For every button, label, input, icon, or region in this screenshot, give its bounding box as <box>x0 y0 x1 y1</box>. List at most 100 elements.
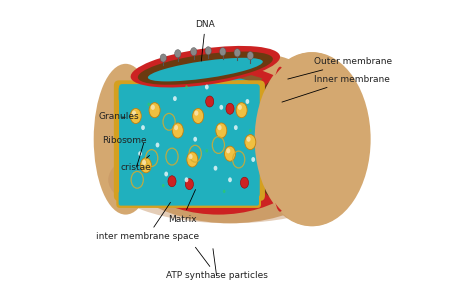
Ellipse shape <box>244 135 255 150</box>
Ellipse shape <box>114 64 322 215</box>
Ellipse shape <box>205 149 207 153</box>
Text: DNA: DNA <box>195 20 215 61</box>
Point <box>190 52 196 55</box>
Ellipse shape <box>205 96 213 107</box>
Ellipse shape <box>219 48 225 56</box>
Text: ATP synthase particles: ATP synthase particles <box>166 247 267 280</box>
Ellipse shape <box>224 146 235 161</box>
Ellipse shape <box>223 190 225 193</box>
Point <box>175 59 180 63</box>
FancyBboxPatch shape <box>116 187 260 208</box>
FancyBboxPatch shape <box>206 84 227 197</box>
Ellipse shape <box>260 87 286 191</box>
Ellipse shape <box>155 142 159 147</box>
Ellipse shape <box>247 75 290 203</box>
Point <box>205 51 211 54</box>
Ellipse shape <box>162 184 164 187</box>
Ellipse shape <box>251 157 255 162</box>
Point <box>190 57 196 61</box>
FancyBboxPatch shape <box>119 84 140 197</box>
Point <box>247 61 252 65</box>
FancyBboxPatch shape <box>183 80 215 201</box>
Point <box>175 54 180 57</box>
Ellipse shape <box>205 47 211 55</box>
Ellipse shape <box>192 108 203 124</box>
Ellipse shape <box>235 103 246 118</box>
Ellipse shape <box>228 177 231 182</box>
Point <box>219 52 225 55</box>
Ellipse shape <box>130 108 141 124</box>
Ellipse shape <box>190 48 196 56</box>
FancyBboxPatch shape <box>131 80 163 201</box>
Ellipse shape <box>186 152 197 167</box>
Ellipse shape <box>276 72 299 206</box>
Ellipse shape <box>174 50 180 58</box>
Ellipse shape <box>121 71 315 207</box>
Ellipse shape <box>148 58 262 81</box>
Text: Ribosome: Ribosome <box>101 136 146 145</box>
FancyBboxPatch shape <box>148 80 180 201</box>
Text: Outer membrane: Outer membrane <box>287 57 392 79</box>
Point <box>234 53 240 56</box>
Ellipse shape <box>234 125 237 130</box>
FancyBboxPatch shape <box>116 83 260 104</box>
FancyBboxPatch shape <box>136 84 158 197</box>
Ellipse shape <box>160 54 166 62</box>
Ellipse shape <box>164 171 168 176</box>
Ellipse shape <box>141 125 145 130</box>
Ellipse shape <box>185 85 187 89</box>
FancyBboxPatch shape <box>201 80 233 201</box>
Ellipse shape <box>132 110 136 116</box>
FancyBboxPatch shape <box>118 191 258 206</box>
Text: cristae: cristae <box>120 155 151 172</box>
Text: Granules: Granules <box>98 113 139 122</box>
Ellipse shape <box>193 137 196 142</box>
Ellipse shape <box>248 129 251 132</box>
Ellipse shape <box>140 158 151 173</box>
Ellipse shape <box>168 176 176 187</box>
Point <box>205 56 211 60</box>
Ellipse shape <box>226 148 230 153</box>
FancyBboxPatch shape <box>232 80 264 201</box>
Ellipse shape <box>130 46 280 88</box>
Text: inter membrane space: inter membrane space <box>95 202 198 241</box>
FancyBboxPatch shape <box>218 80 250 201</box>
Ellipse shape <box>172 123 183 138</box>
Point <box>234 58 240 62</box>
Ellipse shape <box>225 103 234 114</box>
Ellipse shape <box>246 137 250 142</box>
Ellipse shape <box>138 52 272 85</box>
Ellipse shape <box>237 105 241 110</box>
Ellipse shape <box>245 99 249 104</box>
Ellipse shape <box>254 52 370 226</box>
Ellipse shape <box>204 84 208 89</box>
Ellipse shape <box>219 105 223 110</box>
Ellipse shape <box>149 103 160 118</box>
Ellipse shape <box>254 81 289 197</box>
FancyBboxPatch shape <box>114 80 146 201</box>
Ellipse shape <box>184 177 188 182</box>
Ellipse shape <box>185 179 193 190</box>
Ellipse shape <box>213 166 217 171</box>
Ellipse shape <box>102 49 357 223</box>
Ellipse shape <box>215 123 226 138</box>
Point <box>219 57 225 61</box>
Ellipse shape <box>246 52 253 60</box>
Ellipse shape <box>252 52 369 226</box>
Text: Matrix: Matrix <box>168 190 196 224</box>
FancyBboxPatch shape <box>118 87 258 101</box>
FancyBboxPatch shape <box>166 80 198 201</box>
FancyBboxPatch shape <box>188 84 210 197</box>
Ellipse shape <box>173 96 176 101</box>
Ellipse shape <box>151 105 155 110</box>
Ellipse shape <box>142 160 146 165</box>
Ellipse shape <box>269 67 290 212</box>
Ellipse shape <box>217 125 221 130</box>
Point <box>160 64 166 67</box>
FancyBboxPatch shape <box>237 84 259 197</box>
FancyBboxPatch shape <box>171 84 193 197</box>
Text: Inner membrane: Inner membrane <box>281 75 389 102</box>
Point <box>160 58 166 61</box>
Ellipse shape <box>94 64 157 215</box>
FancyBboxPatch shape <box>223 84 245 197</box>
